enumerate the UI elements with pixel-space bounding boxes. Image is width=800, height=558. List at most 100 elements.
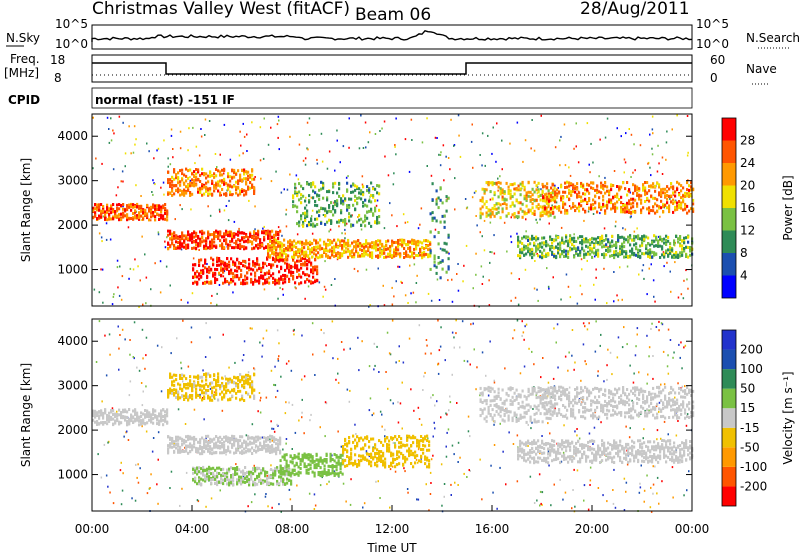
noise-pixel (643, 428, 645, 430)
echo-pixel (118, 218, 120, 221)
echo-pixel (562, 191, 564, 194)
noise-pixel (161, 346, 163, 348)
echo-pixel (350, 198, 352, 201)
echo-pixel (309, 241, 311, 244)
echo-pixel (173, 171, 175, 174)
echo-pixel (676, 188, 678, 191)
echo-pixel (255, 232, 257, 235)
echo-pixel (130, 217, 132, 220)
echo-pixel (614, 202, 616, 205)
echo-pixel (146, 410, 148, 413)
noise-pixel (285, 213, 287, 215)
noise-pixel (190, 180, 192, 182)
noise-pixel (175, 218, 177, 220)
noise-pixel (569, 387, 571, 389)
echo-pixel (666, 206, 668, 209)
echo-pixel (364, 224, 366, 227)
noise-pixel (165, 246, 167, 248)
echo-pixel (175, 378, 177, 381)
echo-pixel (292, 271, 294, 274)
echo-pixel (581, 239, 583, 242)
echo-pixel (232, 272, 234, 275)
freq-line (92, 63, 692, 74)
echo-pixel (185, 192, 187, 195)
echo-pixel (673, 239, 675, 242)
echo-pixel (350, 215, 352, 218)
ytick-label: 3000 (57, 174, 88, 188)
noise-pixel (454, 347, 456, 349)
noise-pixel (576, 122, 578, 124)
echo-pixel (370, 182, 372, 185)
echo-pixel (635, 254, 637, 257)
noise-pixel (469, 469, 471, 471)
echo-pixel (274, 260, 276, 263)
noise-pixel (350, 348, 352, 350)
noise-pixel (517, 320, 519, 322)
noise-pixel (475, 215, 477, 217)
echo-pixel (219, 230, 221, 233)
echo-pixel (541, 252, 543, 255)
noise-pixel (278, 342, 280, 344)
echo-pixel (154, 409, 156, 412)
echo-pixel (156, 204, 158, 207)
echo-pixel (292, 277, 294, 280)
echo-pixel (658, 183, 660, 186)
echo-pixel (650, 195, 652, 198)
noise-pixel (310, 414, 312, 416)
noise-pixel (542, 357, 544, 359)
noise-pixel (320, 484, 322, 486)
echo-pixel (267, 255, 269, 258)
echo-pixel (244, 278, 246, 281)
echo-pixel (158, 214, 160, 217)
echo-pixel (222, 261, 224, 264)
echo-pixel (421, 242, 423, 245)
echo-pixel (138, 216, 140, 219)
echo-pixel (670, 195, 672, 198)
noise-pixel (384, 429, 386, 431)
echo-pixel (217, 169, 219, 172)
echo-pixel (106, 206, 108, 209)
echo-pixel (283, 244, 285, 247)
echo-pixel (322, 187, 324, 190)
echo-pixel (298, 224, 300, 227)
freq-tick-top: 18 (50, 53, 65, 67)
echo-pixel (294, 186, 296, 189)
noise-pixel (659, 216, 661, 218)
echo-pixel (303, 242, 305, 245)
noise-pixel (410, 388, 412, 390)
noise-pixel (658, 162, 660, 164)
noise-pixel (625, 132, 627, 134)
noise-pixel (251, 328, 253, 330)
echo-pixel (549, 245, 551, 248)
echo-pixel (575, 252, 577, 255)
echo-pixel (244, 260, 246, 263)
noise-pixel (516, 233, 518, 235)
echo-pixel (372, 194, 374, 197)
echo-pixel (336, 192, 338, 195)
noise-pixel (142, 329, 144, 331)
echo-pixel (668, 188, 670, 191)
noise-pixel (615, 507, 617, 509)
noise-pixel (674, 261, 676, 263)
noise-pixel (178, 408, 180, 410)
echo-pixel (415, 243, 417, 246)
noise-pixel (458, 114, 460, 116)
echo-pixel (277, 252, 279, 255)
echo-pixel (590, 186, 592, 189)
echo-pixel (291, 248, 293, 251)
echo-pixel (571, 248, 573, 251)
echo-pixel (333, 245, 335, 248)
echo-pixel (104, 210, 106, 213)
echo-pixel (126, 420, 128, 423)
echo-pixel (210, 257, 212, 260)
noise-pixel (275, 384, 277, 386)
noise-pixel (441, 463, 443, 465)
noise-pixel (646, 383, 648, 385)
echo-pixel (318, 194, 320, 197)
echo-pixel (576, 207, 578, 210)
echo-pixel (674, 190, 676, 193)
echo-pixel (240, 269, 242, 272)
noise-pixel (328, 481, 330, 483)
noise-pixel (534, 260, 536, 262)
echo-pixel (636, 186, 638, 189)
